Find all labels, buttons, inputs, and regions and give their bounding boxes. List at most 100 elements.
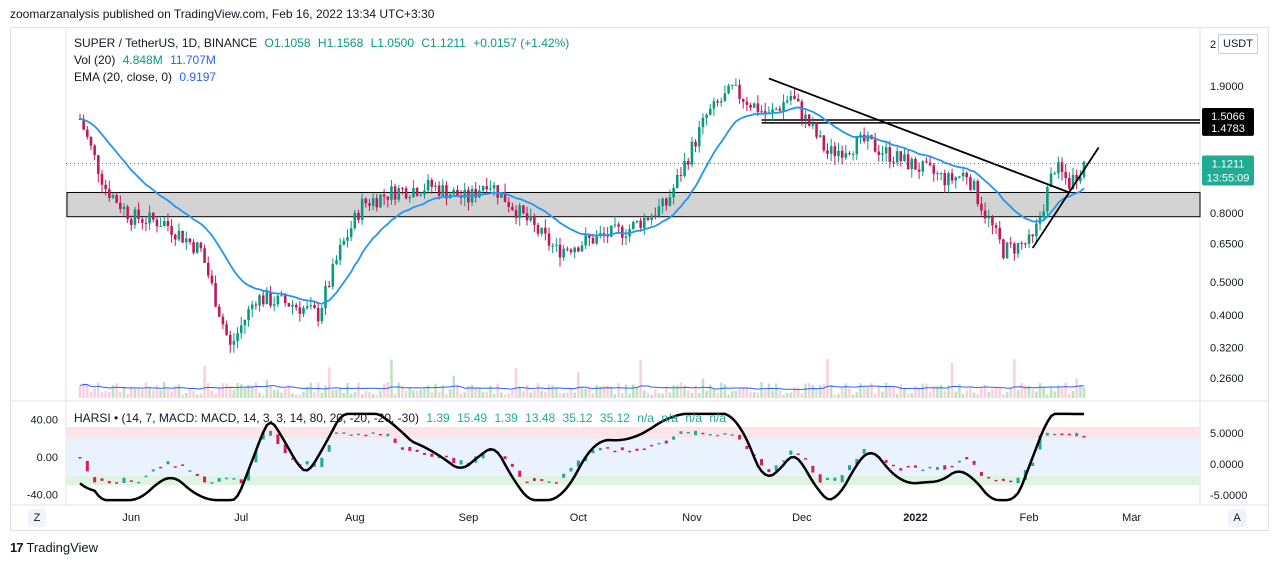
- harsi-candle: [291, 458, 295, 460]
- auto-scale-button[interactable]: A: [1228, 509, 1246, 527]
- harsi-candle: [400, 447, 404, 450]
- harsi-candle: [364, 434, 368, 437]
- volume-bar: [445, 393, 448, 398]
- candle-body: [588, 235, 591, 238]
- candle-body: [697, 127, 701, 147]
- harsi-candle: [554, 482, 558, 484]
- candle-body: [884, 147, 888, 154]
- volume-bar: [661, 393, 664, 398]
- publish-line: zoomarzanalysis published on TradingView…: [10, 7, 435, 21]
- volume-bar: [1035, 391, 1038, 398]
- harsi-candle: [210, 482, 214, 484]
- volume-bar: [254, 382, 258, 398]
- candle-body: [456, 189, 459, 197]
- volume-bar: [320, 392, 324, 398]
- candle-body: [1035, 223, 1038, 237]
- volume-bar: [162, 382, 166, 398]
- volume-bar: [441, 385, 445, 398]
- candle-body: [199, 242, 203, 249]
- volume-bar: [379, 390, 382, 398]
- harsi-candle: [459, 460, 463, 465]
- candle-body: [650, 215, 653, 220]
- volume-bar: [97, 382, 100, 398]
- harsi-candle: [1031, 462, 1035, 467]
- volume-bar: [247, 384, 250, 398]
- candle-body: [536, 224, 540, 234]
- harsi-candle: [122, 477, 126, 484]
- volume-bar: [177, 384, 181, 398]
- harsi-candle: [569, 467, 573, 472]
- time-axis-label: Jul: [234, 512, 248, 524]
- chart-frame[interactable]: [10, 27, 1269, 531]
- volume-bar: [184, 392, 188, 398]
- candle-body: [855, 137, 859, 155]
- harsi-candle: [540, 479, 544, 481]
- volume-bar: [239, 384, 243, 398]
- volume-bar: [705, 391, 708, 398]
- volume-bar: [1053, 391, 1056, 398]
- volume-bar: [500, 392, 503, 398]
- volume-bar: [448, 389, 452, 398]
- harsi-candle: [686, 431, 690, 434]
- volume-bar: [390, 359, 393, 398]
- harsi-candle: [840, 475, 844, 483]
- volume-bar: [763, 390, 767, 398]
- symbol-legend: SUPER / TetherUS, 1D, BINANCE O1.1058 H1…: [74, 36, 573, 50]
- harsi-legend: HARSI • (14, 7, MACD: MACD, 14, 3, 3, 14…: [74, 411, 730, 425]
- candle-body: [144, 222, 148, 224]
- candle-body: [763, 111, 767, 114]
- volume-bar: [141, 389, 144, 398]
- volume-bar: [895, 393, 899, 398]
- harsi-value-2: 15.49: [457, 411, 488, 425]
- harsi-value-9: n/a: [685, 411, 703, 425]
- candle-body: [228, 334, 232, 345]
- candle-body: [965, 172, 969, 178]
- candle-body: [294, 304, 298, 308]
- candle-body: [540, 227, 543, 234]
- volume-bar: [130, 386, 133, 398]
- candle-body: [188, 238, 192, 243]
- candle-body: [774, 108, 778, 110]
- volume-bar: [126, 393, 129, 398]
- harsi-candle: [532, 478, 536, 481]
- zoom-button[interactable]: Z: [28, 509, 46, 527]
- volume-bar: [943, 391, 947, 398]
- volume-ma: 11.707M: [170, 53, 216, 67]
- currency-selector[interactable]: USDT: [1218, 34, 1258, 54]
- volume-bar: [639, 360, 642, 398]
- volume-bar: [932, 385, 936, 398]
- volume-bar: [327, 367, 331, 398]
- price-badge-label: 1.4783: [1211, 123, 1245, 135]
- candle-body: [613, 224, 617, 226]
- harsi-candle: [833, 477, 837, 481]
- volume-bar: [892, 387, 895, 398]
- candle-body: [247, 309, 250, 320]
- candle-body: [994, 225, 998, 228]
- candle-body: [346, 237, 349, 241]
- candle-body: [782, 102, 785, 111]
- harsi-label: HARSI • (14, 7, MACD: MACD, 14, 3, 3, 14…: [74, 411, 420, 425]
- volume-bar: [833, 394, 837, 398]
- volume-bar: [478, 389, 481, 398]
- volume-bar: [888, 386, 892, 398]
- harsi-candle: [437, 456, 441, 459]
- harsi-candle: [254, 450, 258, 463]
- candle-body: [221, 316, 225, 325]
- harsi-candle: [826, 477, 830, 480]
- volume-bar: [514, 368, 518, 398]
- footer-brand[interactable]: 17 TradingView: [10, 540, 98, 555]
- time-axis-label: 2022: [903, 512, 927, 524]
- candle-body: [141, 219, 144, 223]
- volume-bar: [741, 388, 745, 398]
- candle-body: [954, 177, 958, 181]
- candle-body: [544, 227, 547, 234]
- candle-body: [382, 194, 386, 197]
- volume-bar: [357, 382, 360, 398]
- volume-bar: [1064, 382, 1067, 398]
- candle-body: [701, 117, 705, 128]
- volume-bar: [276, 389, 280, 398]
- harsi-candle: [884, 459, 888, 463]
- harsi-candle: [93, 477, 97, 483]
- price-tick-label: 0.4000: [1210, 310, 1244, 322]
